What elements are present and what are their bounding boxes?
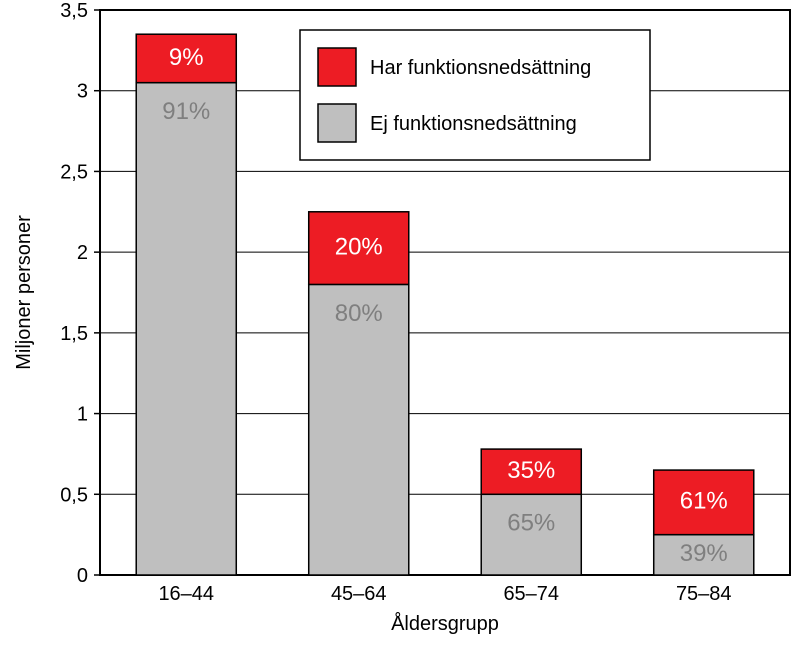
bar-label-ej: 80% (335, 300, 383, 327)
y-tick-label: 0 (77, 565, 88, 587)
stacked-bar-chart: 0 0,5 1 1,5 2 2,5 3 3,5 Miljoner personer 91% 9% 16… (0, 0, 799, 648)
bar-label-har: 9% (169, 44, 204, 71)
legend-swatch (318, 104, 356, 142)
y-axis-label: Miljoner personer (13, 215, 35, 370)
chart-container: 0 0,5 1 1,5 2 2,5 3 3,5 Miljoner personer 91% 9% 16… (0, 0, 799, 648)
bar-label-har: 35% (507, 457, 555, 484)
legend-label: Ej funktionsnedsättning (370, 113, 577, 135)
bar-label-ej: 39% (680, 540, 728, 567)
legend-swatch (318, 48, 356, 86)
y-tick-label: 2,5 (60, 161, 88, 183)
x-axis-label: Åldersgrupp (391, 612, 499, 635)
legend-label: Har funktionsnedsättning (370, 57, 591, 79)
x-tick-label: 75–84 (676, 583, 732, 605)
y-tick-label: 1 (77, 404, 88, 426)
bar-segment-ej (136, 83, 236, 575)
y-tick-label: 3 (77, 81, 88, 103)
x-tick-label: 16–44 (158, 583, 214, 605)
x-tick-label: 45–64 (331, 583, 387, 605)
x-tick-label: 65–74 (503, 583, 559, 605)
bar-segment-ej (309, 284, 409, 575)
legend: Har funktionsnedsättning Ej funktionsneds… (300, 30, 650, 160)
y-tick-label: 2 (77, 242, 88, 264)
y-tick-label: 0,5 (60, 484, 88, 506)
bar-label-ej: 65% (507, 510, 555, 537)
bar-label-ej: 91% (162, 98, 210, 125)
y-tick-label: 3,5 (60, 0, 88, 22)
bar-label-har: 20% (335, 233, 383, 260)
bar-label-har: 61% (680, 488, 728, 515)
y-tick-label: 1,5 (60, 323, 88, 345)
